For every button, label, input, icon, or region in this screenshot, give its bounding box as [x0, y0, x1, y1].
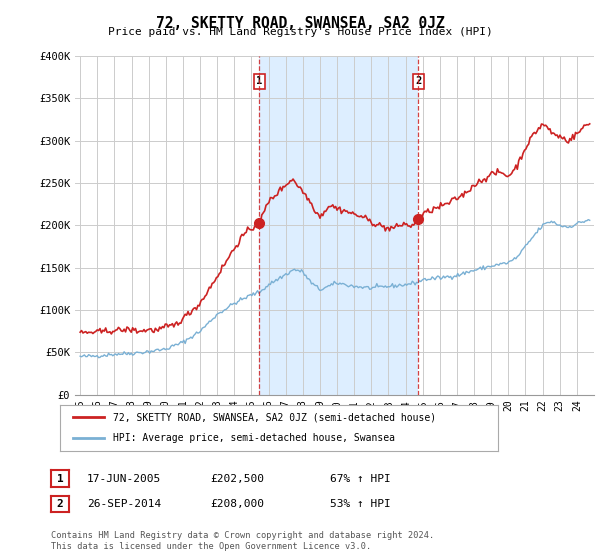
Text: 26-SEP-2014: 26-SEP-2014: [87, 499, 161, 509]
Text: 53% ↑ HPI: 53% ↑ HPI: [330, 499, 391, 509]
Text: 1: 1: [56, 474, 64, 484]
Text: £202,500: £202,500: [210, 474, 264, 484]
Text: Price paid vs. HM Land Registry's House Price Index (HPI): Price paid vs. HM Land Registry's House …: [107, 27, 493, 37]
Bar: [259, 56, 418, 395]
Text: HPI: Average price, semi-detached house, Swansea: HPI: Average price, semi-detached house,…: [113, 433, 395, 444]
Text: 2: 2: [56, 499, 64, 509]
Text: 72, SKETTY ROAD, SWANSEA, SA2 0JZ: 72, SKETTY ROAD, SWANSEA, SA2 0JZ: [155, 16, 445, 31]
Text: 2: 2: [415, 76, 422, 86]
Text: £208,000: £208,000: [210, 499, 264, 509]
Text: 67% ↑ HPI: 67% ↑ HPI: [330, 474, 391, 484]
Text: Contains HM Land Registry data © Crown copyright and database right 2024.: Contains HM Land Registry data © Crown c…: [51, 531, 434, 540]
Text: 1: 1: [256, 76, 262, 86]
Text: This data is licensed under the Open Government Licence v3.0.: This data is licensed under the Open Gov…: [51, 542, 371, 551]
Text: 72, SKETTY ROAD, SWANSEA, SA2 0JZ (semi-detached house): 72, SKETTY ROAD, SWANSEA, SA2 0JZ (semi-…: [113, 412, 436, 422]
Text: 17-JUN-2005: 17-JUN-2005: [87, 474, 161, 484]
